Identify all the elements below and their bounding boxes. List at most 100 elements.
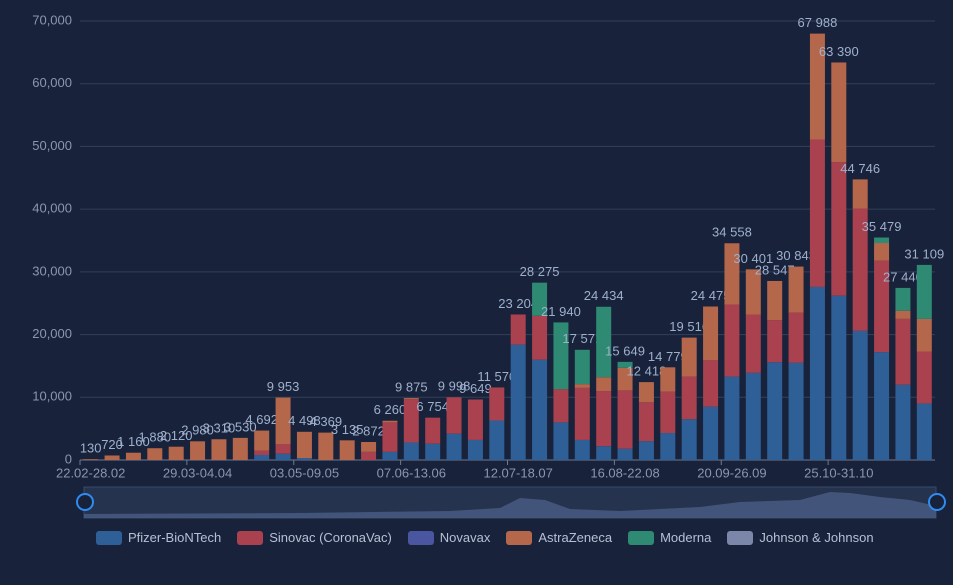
bar-segment — [190, 441, 206, 460]
bar-segment — [489, 387, 505, 421]
bar-segment — [403, 399, 419, 443]
total-label: 1 880 — [139, 430, 172, 445]
total-label: 3 310 — [203, 421, 236, 436]
bar-segment — [275, 444, 291, 454]
total-label: 14 779 — [648, 349, 688, 364]
bar-segment — [874, 260, 890, 353]
total-label: 6 754 — [416, 399, 449, 414]
bar-segment — [532, 282, 548, 316]
bar-segment — [254, 450, 270, 455]
legend: Pfizer-BioNTech Sinovac (CoronaVac) Novava… — [96, 530, 874, 545]
bar-segment — [809, 139, 825, 287]
bar-segment — [916, 318, 932, 352]
total-label: 24 434 — [584, 288, 624, 303]
bar-segment — [660, 433, 676, 460]
bar-segment — [617, 361, 633, 368]
total-label: 12 418 — [627, 364, 667, 379]
legend-item[interactable]: Novavax — [407, 530, 491, 545]
bar-segment — [510, 344, 526, 460]
bar-segment — [617, 448, 633, 460]
y-tick-label: 10,000 — [32, 389, 72, 404]
bar-segment — [809, 286, 825, 460]
total-label: 2 872 — [352, 423, 385, 438]
bar-segment — [168, 446, 184, 460]
legend-item[interactable]: Sinovac (CoronaVac) — [237, 530, 392, 545]
bar-segment — [745, 314, 761, 373]
legend-swatch — [506, 530, 533, 545]
chart: 0 10,000 20,000 30,000 40,000 50,000 60,000 70,… — [32, 12, 946, 519]
legend-swatch — [96, 530, 122, 545]
bar-segment — [553, 389, 569, 423]
total-label: 63 390 — [819, 44, 859, 59]
bar-segment — [638, 441, 654, 460]
x-tick-label: 20.09-26.09 — [697, 465, 766, 480]
bar-segment — [831, 295, 847, 460]
total-label: 23 204 — [498, 296, 538, 311]
bar-segment — [425, 443, 441, 460]
bar-segment — [788, 266, 804, 313]
total-label: 34 558 — [712, 225, 752, 240]
bar-segment — [681, 337, 697, 377]
legend-item[interactable]: Johnson & Johnson — [727, 530, 874, 545]
bar-segment — [382, 420, 398, 423]
bar-segment — [232, 437, 248, 460]
bar-segment — [125, 452, 141, 460]
legend-swatch — [628, 530, 655, 545]
bar-segment — [574, 349, 590, 385]
bar-segment — [510, 314, 526, 345]
y-tick-label: 70,000 — [32, 12, 72, 27]
bar-segment — [703, 406, 719, 460]
x-tick-label: 12.07-18.07 — [483, 465, 552, 480]
bar-segment — [553, 322, 569, 390]
x-tick-label: 25.10-31.10 — [804, 465, 873, 480]
total-label: 24 475 — [691, 288, 731, 303]
legend-label: Moderna — [660, 530, 712, 545]
total-label: 9 998 — [438, 379, 471, 394]
bar-segment — [852, 330, 868, 460]
bar-segment — [724, 243, 740, 305]
total-label: 31 109 — [904, 246, 944, 261]
bar-segment — [831, 62, 847, 163]
bar-segment — [874, 237, 890, 244]
legend-item[interactable]: Pfizer-BioNTech — [96, 530, 221, 545]
legend-label: AstraZeneca — [538, 530, 613, 545]
bar-segment — [660, 367, 676, 392]
total-label: 3 135 — [331, 422, 364, 437]
x-tick-label: 07.06-13.06 — [377, 465, 446, 480]
total-label: 9 953 — [267, 379, 300, 394]
bar-segment — [211, 439, 227, 460]
y-tick-label: 30,000 — [32, 263, 72, 278]
total-label: 30 843 — [776, 248, 816, 263]
bar-segment — [275, 453, 291, 460]
legend-item[interactable]: AstraZeneca — [506, 530, 612, 545]
legend-label: Pfizer-BioNTech — [128, 530, 222, 545]
bar-segment — [788, 312, 804, 363]
legend-label: Novavax — [439, 530, 491, 545]
total-label: 1 160 — [117, 434, 150, 449]
bar-segment — [574, 384, 590, 388]
bar-segment — [318, 432, 334, 460]
total-label: 2 980 — [181, 423, 214, 438]
legend-label: Johnson & Johnson — [759, 530, 874, 545]
total-label: 720 — [101, 437, 123, 452]
zoom-handle[interactable] — [928, 493, 946, 511]
total-label: 4 692 — [245, 412, 278, 427]
total-label: 35 479 — [862, 219, 902, 234]
bar-segment — [596, 306, 612, 378]
y-tick-label: 0 — [65, 451, 72, 466]
bar-segment — [382, 422, 398, 452]
zoom-handle[interactable] — [76, 493, 94, 511]
total-label: 11 570 — [477, 369, 516, 384]
bar-segment — [596, 446, 612, 460]
bar-segment — [874, 352, 890, 460]
data-zoom[interactable] — [76, 486, 946, 519]
legend-item[interactable]: Moderna — [628, 530, 711, 545]
total-label: 6 260 — [374, 402, 407, 417]
x-tick-label: 22.02-28.02 — [56, 465, 125, 480]
total-label: 28 547 — [755, 262, 795, 277]
bar-segment — [532, 315, 548, 360]
bar-segment — [403, 398, 419, 400]
bar-segment — [916, 351, 932, 404]
bar-segment — [147, 448, 163, 460]
bar-segment — [382, 451, 398, 460]
